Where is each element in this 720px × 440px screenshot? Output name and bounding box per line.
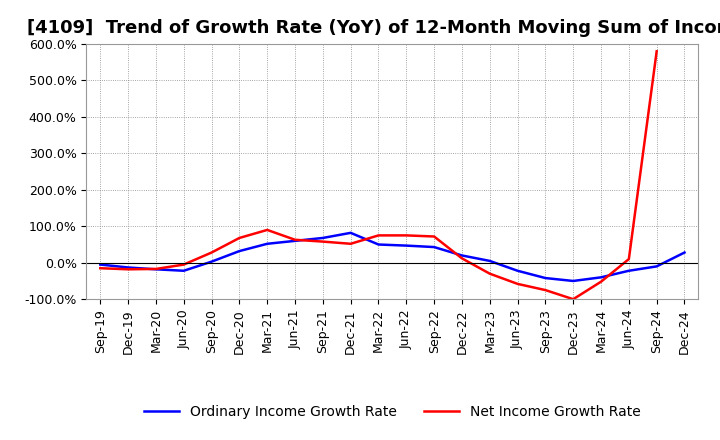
Ordinary Income Growth Rate: [263, 241, 271, 246]
Net Income Growth Rate: [152, 266, 161, 271]
Line: Net Income Growth Rate: Net Income Growth Rate: [100, 51, 657, 299]
Net Income Growth Rate: [124, 267, 132, 272]
Line: Ordinary Income Growth Rate: Ordinary Income Growth Rate: [100, 233, 685, 281]
Net Income Growth Rate: [263, 227, 271, 233]
Ordinary Income Growth Rate: [402, 243, 410, 248]
Net Income Growth Rate: [207, 250, 216, 255]
Net Income Growth Rate: [346, 241, 355, 246]
Ordinary Income Growth Rate: [680, 250, 689, 255]
Net Income Growth Rate: [96, 266, 104, 271]
Net Income Growth Rate: [458, 256, 467, 261]
Ordinary Income Growth Rate: [346, 230, 355, 235]
Ordinary Income Growth Rate: [541, 275, 550, 281]
Ordinary Income Growth Rate: [374, 242, 383, 247]
Net Income Growth Rate: [652, 49, 661, 54]
Net Income Growth Rate: [291, 237, 300, 242]
Net Income Growth Rate: [374, 233, 383, 238]
Ordinary Income Growth Rate: [458, 253, 467, 258]
Ordinary Income Growth Rate: [513, 268, 522, 273]
Ordinary Income Growth Rate: [235, 249, 243, 254]
Ordinary Income Growth Rate: [485, 258, 494, 264]
Net Income Growth Rate: [235, 235, 243, 241]
Legend: Ordinary Income Growth Rate, Net Income Growth Rate: Ordinary Income Growth Rate, Net Income …: [138, 400, 647, 425]
Ordinary Income Growth Rate: [430, 245, 438, 250]
Net Income Growth Rate: [485, 271, 494, 276]
Ordinary Income Growth Rate: [624, 268, 633, 273]
Ordinary Income Growth Rate: [597, 275, 606, 280]
Ordinary Income Growth Rate: [96, 262, 104, 267]
Ordinary Income Growth Rate: [152, 267, 161, 272]
Ordinary Income Growth Rate: [124, 265, 132, 270]
Net Income Growth Rate: [430, 234, 438, 239]
Ordinary Income Growth Rate: [207, 259, 216, 264]
Net Income Growth Rate: [513, 281, 522, 286]
Net Income Growth Rate: [541, 287, 550, 293]
Ordinary Income Growth Rate: [652, 264, 661, 269]
Ordinary Income Growth Rate: [179, 268, 188, 273]
Net Income Growth Rate: [597, 279, 606, 284]
Title: [4109]  Trend of Growth Rate (YoY) of 12-Month Moving Sum of Incomes: [4109] Trend of Growth Rate (YoY) of 12-…: [27, 19, 720, 37]
Net Income Growth Rate: [402, 233, 410, 238]
Net Income Growth Rate: [318, 239, 327, 244]
Net Income Growth Rate: [624, 257, 633, 262]
Ordinary Income Growth Rate: [318, 235, 327, 241]
Net Income Growth Rate: [179, 262, 188, 267]
Ordinary Income Growth Rate: [569, 279, 577, 284]
Net Income Growth Rate: [569, 297, 577, 302]
Ordinary Income Growth Rate: [291, 238, 300, 243]
